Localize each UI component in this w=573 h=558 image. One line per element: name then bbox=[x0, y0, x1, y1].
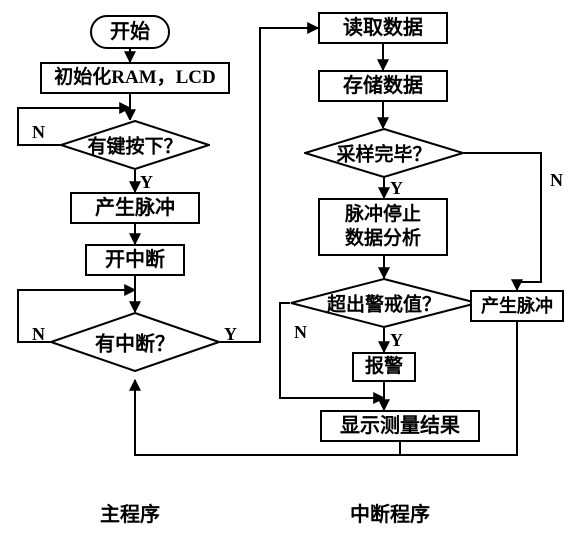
caption-intr: 中断程序 bbox=[350, 498, 430, 527]
caption-main: 主程序 bbox=[100, 498, 160, 527]
node-read: 读取数据 bbox=[318, 12, 448, 44]
node-display: 显示测量结果 bbox=[320, 410, 480, 442]
node-pulse1: 产生脉冲 bbox=[70, 192, 200, 224]
node-store: 存储数据 bbox=[318, 70, 448, 102]
branch-key_n: N bbox=[32, 122, 45, 143]
node-openint: 开中断 bbox=[85, 244, 185, 276]
node-hasint: 有中断？ bbox=[50, 312, 220, 372]
flowchart-canvas: 开始初始化RAM，LCD有键按下？产生脉冲开中断有中断？读取数据存储数据采样完毕… bbox=[0, 0, 573, 558]
branch-int_n: N bbox=[32, 324, 45, 345]
branch-exceed_n: N bbox=[294, 322, 307, 343]
node-start: 开始 bbox=[90, 15, 170, 49]
node-key-label: 有键按下？ bbox=[60, 132, 210, 159]
branch-exceed_y: Y bbox=[390, 330, 403, 351]
node-key: 有键按下？ bbox=[60, 120, 210, 170]
node-hasint-label: 有中断？ bbox=[50, 328, 220, 357]
branch-int_y: Y bbox=[224, 324, 237, 345]
node-exceed-label: 超出警戒值？ bbox=[290, 290, 478, 317]
node-sampdone: 采样完毕？ bbox=[304, 128, 464, 178]
node-pulsestop: 脉冲停止 数据分析 bbox=[318, 198, 448, 256]
node-alarm: 报警 bbox=[352, 352, 416, 382]
branch-key_y: Y bbox=[140, 172, 153, 193]
node-init: 初始化RAM，LCD bbox=[40, 62, 230, 94]
node-sampdone-label: 采样完毕？ bbox=[304, 140, 464, 167]
node-pulse2: 产生脉冲 bbox=[470, 290, 564, 322]
branch-samp_n: N bbox=[550, 170, 563, 191]
branch-samp_y: Y bbox=[390, 178, 403, 199]
node-exceed: 超出警戒值？ bbox=[290, 278, 478, 328]
